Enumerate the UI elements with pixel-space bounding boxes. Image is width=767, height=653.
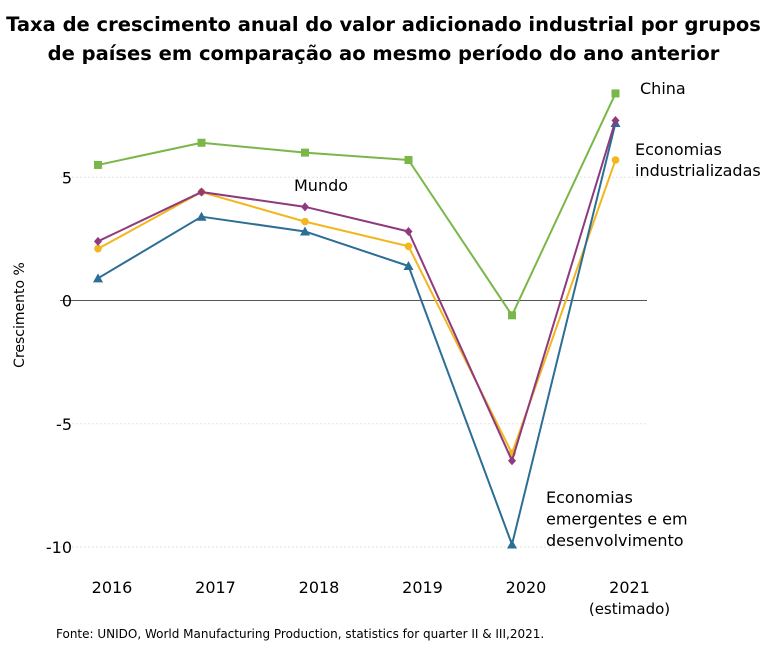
y-tick-label: 5	[62, 168, 72, 187]
gridlines	[60, 176, 647, 548]
chart-title-line-2: de países em comparação ao mesmo período…	[47, 42, 720, 65]
x-tick-label: 2019	[402, 578, 443, 597]
data-point-triangle	[507, 539, 517, 549]
chart-title-line-1: Taxa de crescimento anual do valor adici…	[6, 13, 761, 36]
data-point-square	[404, 155, 413, 164]
data-point-triangle	[93, 273, 103, 283]
y-tick-label: -10	[46, 538, 72, 557]
series-group	[93, 89, 621, 549]
chart-title: Taxa de crescimento anual do valor adici…	[0, 10, 767, 68]
x-tick-label: 2016	[92, 578, 133, 597]
data-point-square	[197, 138, 206, 147]
data-point-diamond	[197, 187, 206, 197]
data-point-triangle	[300, 226, 310, 236]
x-tick-label: 2021	[609, 578, 650, 597]
data-point-square	[508, 311, 516, 320]
series-line	[97, 122, 617, 546]
series-labels: China Economias industrializadas Mundo Econo…	[294, 79, 761, 550]
series-economias-emergentes-e-em-desenvolvimento	[93, 118, 621, 549]
data-point-triangle	[196, 211, 207, 221]
series-mundo	[94, 116, 620, 466]
source-note: Fonte: UNIDO, World Manufacturing Produc…	[56, 627, 545, 641]
y-axis-ticks: 5 0 -5 -10	[46, 168, 72, 557]
data-point-diamond	[611, 116, 620, 126]
data-point-square	[611, 89, 620, 98]
series-line	[97, 93, 617, 317]
series-line	[97, 120, 617, 462]
x-tick-label: 2020	[506, 578, 547, 597]
data-point-triangle	[403, 260, 414, 270]
data-point-circle	[301, 217, 309, 226]
series-label: Economias	[546, 488, 633, 507]
data-point-square	[301, 148, 309, 157]
series-label: Economias	[635, 140, 722, 159]
x-tick-label: 2018	[299, 578, 340, 597]
data-point-square	[94, 160, 102, 169]
y-tick-label: 0	[62, 292, 72, 311]
data-point-diamond	[404, 226, 413, 236]
series-label: Mundo	[294, 176, 348, 195]
data-point-diamond	[508, 456, 516, 466]
series-label: industrializadas	[635, 161, 761, 180]
x-tick-label: 2017	[195, 578, 236, 597]
series-label: desenvolvimento	[546, 531, 684, 550]
y-tick-label: -5	[56, 415, 72, 434]
data-point-circle	[94, 244, 102, 253]
series-label: China	[640, 79, 686, 98]
x-tick-sublabel: (estimado)	[589, 600, 670, 618]
data-point-diamond	[94, 236, 102, 246]
series-label: emergentes e em	[546, 510, 688, 529]
data-point-circle	[611, 156, 620, 164]
y-axis-label: Crescimento %	[12, 262, 28, 368]
data-point-diamond	[301, 202, 309, 212]
data-point-circle	[404, 242, 413, 251]
series-china	[94, 89, 620, 320]
series-economias-industrializadas	[94, 156, 620, 458]
x-axis-ticks: 2016 2017 2018 2019 2020 2021 (estimado)	[92, 578, 671, 618]
